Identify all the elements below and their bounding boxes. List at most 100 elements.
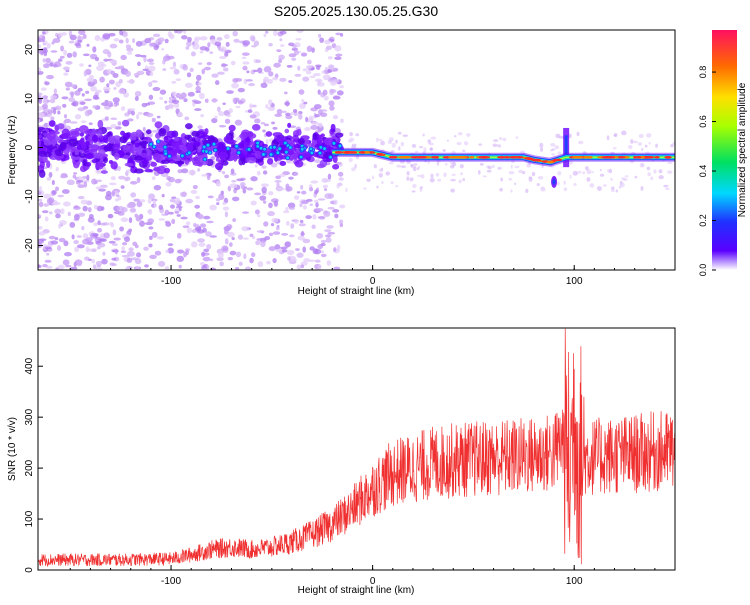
spectrogram-noise-blob [378,138,383,142]
spectrogram-noise-blob [582,171,586,175]
spectrogram-noise-blob [285,186,293,192]
spectrogram-peak-blob [278,147,282,151]
spectrogram-noise-blob [327,173,332,180]
spectrogram-band-blob [218,159,224,165]
spectrogram-noise-blob [199,50,204,54]
spectrogram-noise-blob [86,43,90,47]
spectrogram-noise-blob [82,238,90,245]
spectrogram-peak-blob [202,145,206,149]
spectrogram-noise-blob [452,161,457,167]
spectrogram-noise-blob [557,171,562,176]
spectrogram-noise-blob [540,186,545,190]
spectrogram-noise-blob [329,88,335,96]
spectrogram-noise-blob [38,231,46,236]
spectrogram-band-blob [265,131,273,137]
spectrogram-noise-blob [332,209,340,213]
spectrogram-peak-blob [309,147,313,151]
spectrogram-band-blob [63,148,70,155]
spectrogram-noise-blob [167,103,174,110]
spectrogram-noise-blob [402,134,408,138]
spectrogram-noise-blob [50,95,58,99]
spectrogram-noise-blob [249,103,253,109]
spectrogram-band-blob [79,132,85,137]
spectrogram-noise-blob [416,167,420,170]
spectrogram-noise-blob [222,206,230,211]
spectrogram-noise-blob [551,148,556,151]
spectrogram-noise-blob [653,169,657,174]
spectrogram-marks [38,30,675,270]
spectrogram-noise-blob [43,47,48,50]
spectrogram-noise-blob [283,210,290,214]
spectrogram-noise-blob [271,76,279,81]
spectrogram-noise-blob [201,174,209,177]
spectrogram-noise-blob [611,186,615,190]
spectrogram-noise-blob [113,104,117,107]
spectrogram-noise-blob [281,232,289,236]
track-peak [654,156,660,159]
spectrogram-noise-blob [199,36,208,41]
spectrogram-noise-blob [175,78,182,82]
spectrogram-noise-blob [126,51,133,55]
spectrogram-noise-blob [100,184,108,188]
spectrogram-noise-blob [177,111,183,117]
spectrogram-noise-blob [305,70,312,75]
spectrogram-noise-blob [130,208,136,213]
spectrogram-noise-blob [83,181,88,188]
spectrogram-noise-blob [399,159,406,164]
spectrogram-noise-blob [219,46,227,53]
spectrogram-noise-blob [38,185,43,192]
spectrogram-noise-blob [93,222,99,227]
spectrogram-noise-blob [126,203,132,209]
spectrogram-noise-blob [124,236,131,243]
spectrogram-noise-blob [156,115,161,119]
spectrogram-noise-blob [157,41,161,45]
spectrogram-noise-blob [143,56,147,63]
spectrogram-noise-blob [195,195,200,200]
spectrogram-noise-blob [496,143,502,148]
spectrogram-noise-blob [60,175,66,179]
spectrogram-noise-blob [45,57,51,63]
spectrogram-noise-blob [319,37,325,43]
track-peak [348,151,357,154]
spectrogram-noise-blob [207,42,211,48]
spectrogram-noise-blob [66,52,73,58]
spectrogram-noise-blob [164,220,170,224]
spectrogram-noise-blob [110,176,116,181]
spectrogram-noise-blob [149,235,153,241]
spectrogram-noise-blob [198,214,204,219]
spectrogram-band-blob [284,128,290,134]
spectrogram-band-blob [163,135,169,143]
spectrogram-noise-blob [242,61,250,65]
spectrogram-noise-blob [109,262,115,266]
spectrogram-noise-blob [411,190,416,193]
spectrogram-noise-blob [203,66,211,71]
spectrogram-noise-blob [132,38,136,44]
spectrogram-band-blob [133,168,144,174]
spectrogram-noise-blob [272,126,278,130]
spectrogram-noise-blob [184,116,190,121]
spectrogram-noise-blob [227,231,235,238]
snr-ytick-label: 400 [24,357,35,374]
spectrogram-noise-blob [108,240,116,244]
spectrogram-noise-blob [121,246,125,251]
spectrogram-noise-blob [645,151,650,155]
spectrogram-band-blob [330,123,336,132]
spectrogram-noise-blob [550,142,556,147]
spectrogram-noise-blob [159,89,167,95]
spectrogram-noise-blob [120,54,127,60]
spectrogram-noise-blob [74,246,80,253]
spectrogram-noise-blob [142,126,146,132]
spectrogram-noise-blob [152,87,161,92]
spectrogram-peak-blob [187,151,191,155]
spectrogram-noise-blob [255,59,261,64]
spectrogram-peak-blob [208,151,212,155]
spectrogram-noise-blob [171,99,180,104]
spectrogram-band-blob [134,142,140,148]
spectrogram-noise-blob [51,180,55,186]
spectrogram-noise-blob [42,264,48,268]
spectrogram-noise-blob [65,60,73,65]
spectrogram-noise-blob [395,185,399,188]
spectrogram-noise-blob [427,160,430,164]
spectrogram-noise-blob [242,65,248,71]
spectrogram-noise-blob [268,232,274,237]
